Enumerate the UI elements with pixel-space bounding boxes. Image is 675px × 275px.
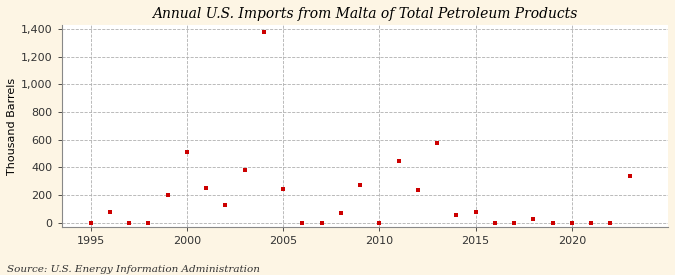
Point [105,210,115,215]
Point [394,159,404,163]
Point [143,221,154,225]
Point [277,187,288,191]
Point [509,221,520,225]
Point [316,221,327,225]
Point [605,221,616,225]
Point [412,188,423,192]
Point [374,221,385,225]
Point [528,216,539,221]
Point [162,193,173,197]
Point [85,221,96,225]
Title: Annual U.S. Imports from Malta of Total Petroleum Products: Annual U.S. Imports from Malta of Total … [153,7,578,21]
Point [354,183,365,188]
Text: Source: U.S. Energy Information Administration: Source: U.S. Energy Information Administ… [7,265,260,274]
Point [547,221,558,225]
Point [451,213,462,218]
Point [432,140,443,145]
Y-axis label: Thousand Barrels: Thousand Barrels [7,77,17,175]
Point [470,210,481,214]
Point [182,150,192,155]
Point [624,174,635,178]
Point [297,221,308,225]
Point [239,167,250,172]
Point [566,221,577,225]
Point [489,221,500,225]
Point [220,203,231,207]
Point [124,221,134,225]
Point [259,30,269,34]
Point [335,211,346,215]
Point [586,221,597,225]
Point [200,185,211,190]
